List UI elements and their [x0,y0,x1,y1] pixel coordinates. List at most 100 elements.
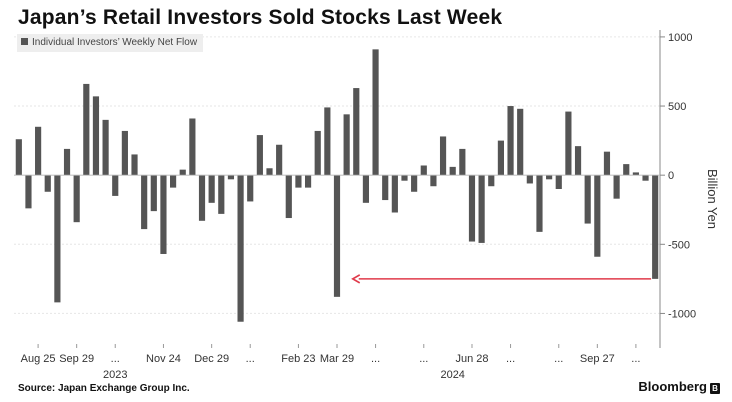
bar [449,166,456,176]
bar [25,175,32,209]
bar [353,88,360,176]
legend-label: Individual Investors’ Weekly Net Flow [32,37,198,48]
legend: Individual Investors’ Weekly Net Flow [17,34,204,52]
chart-title: Japan’s Retail Investors Sold Stocks Las… [18,6,503,29]
bar [324,107,331,176]
bar [507,106,514,176]
x-tick-label: Dec 29 [194,353,229,365]
x-tick-label: Jun 28 [455,353,488,365]
bar [198,175,206,221]
bar [565,111,572,176]
bar [44,175,51,192]
bar [517,108,524,176]
brand-logo: Bloomberg B [638,379,720,394]
annotation-arrow-head [351,274,361,284]
x-tick-label: Feb 23 [281,353,315,365]
x-tick-label: ... [246,353,255,365]
bar [247,175,254,202]
bar [121,130,128,176]
bar [150,175,157,212]
bar [314,130,321,176]
bar [603,151,611,176]
x-tick-label: ... [554,353,563,365]
bar [170,175,177,188]
bar [295,175,302,188]
bar [555,175,562,189]
x-tick-label: Mar 29 [320,353,354,365]
bar [73,175,80,223]
brand-name: Bloomberg [638,379,707,394]
bar [546,175,553,180]
bloomberg-icon: B [710,383,720,394]
bar [632,172,639,176]
y-tick-label: 0 [668,170,674,182]
bar [285,175,292,219]
bar [35,126,42,176]
bar [584,175,591,224]
bar [574,146,582,176]
source-note: Source: Japan Exchange Group Inc. [18,383,190,394]
bar [488,175,495,187]
bar [266,168,273,176]
bar [333,175,341,297]
bar [112,175,119,196]
y-tick-label: -500 [668,239,690,251]
bar [623,164,630,176]
y-tick-label: -1000 [668,308,696,320]
bar [92,96,100,176]
bar [227,175,235,180]
bar [218,175,225,214]
bar [478,175,485,243]
bar [15,139,22,176]
x-tick-label: ... [631,353,640,365]
bar [54,175,61,303]
x-tick-label: ... [111,353,120,365]
x-tick-label: ... [419,353,428,365]
bar [652,175,659,279]
bar [276,144,283,176]
x-tick-label: ... [371,353,380,365]
x-tick-label: Aug 25 [21,353,56,365]
bar [459,148,466,176]
bar [468,175,476,242]
year-label: 2024 [440,369,464,381]
bar [401,175,408,181]
bar [439,136,447,176]
bar [430,175,437,187]
bar [237,175,244,322]
y-axis-label: Billion Yen [705,169,720,229]
bar [102,119,109,176]
bar [179,169,186,176]
bar [536,175,543,232]
bar [63,148,71,176]
bar [131,154,138,176]
bar [362,175,370,203]
bar [613,175,620,199]
bar [189,118,196,176]
bar [420,165,427,176]
bar [642,175,649,181]
y-tick-label: 500 [668,101,686,113]
year-label: 2023 [103,369,127,381]
x-tick-label: Sep 29 [59,353,94,365]
bar [141,175,148,230]
bar [83,83,90,176]
y-tick-label: 1000 [668,32,692,44]
bar [411,175,418,192]
legend-swatch-icon [21,38,28,45]
x-tick-label: ... [506,353,515,365]
bar [343,114,350,176]
bar [526,175,533,184]
x-tick-label: Nov 24 [146,353,181,365]
x-tick-label: Sep 27 [580,353,615,365]
bar [372,49,379,176]
bar [391,175,398,213]
bar [497,140,504,176]
bar [382,175,389,201]
bar [160,175,167,254]
bar [594,175,601,257]
bar [304,175,312,188]
bar [208,175,215,203]
